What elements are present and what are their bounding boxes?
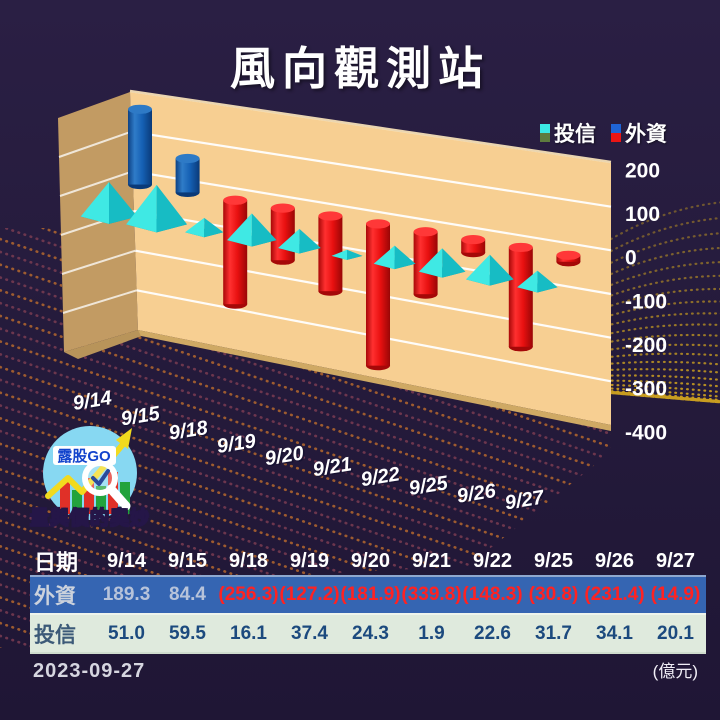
table-cell: 189.3	[102, 584, 151, 605]
y-tick-label: -200	[625, 334, 667, 357]
table-cell: 9/26	[595, 549, 634, 572]
grid-line	[58, 130, 132, 158]
table-cell: 9/18	[229, 549, 268, 572]
foreign-bar-9/25	[461, 234, 486, 258]
foreign-bar-9/18	[223, 195, 248, 309]
table-row-foreign: 外資 189.3 84.4 (256.3) (127.2) (181.9) (339.8)(…	[30, 575, 706, 613]
grid-line	[61, 249, 136, 275]
logo-brand-plate: 露股GO	[53, 446, 116, 465]
grid-line	[131, 130, 612, 208]
arc-fan-pattern	[604, 201, 720, 404]
legend: 投信 外資	[540, 118, 667, 148]
logo-brand-text: 露股GO	[57, 447, 111, 465]
table-cell: 9/20	[351, 549, 390, 572]
legend-item-trust: 投信	[540, 118, 596, 148]
wall-bottom-edge	[138, 330, 611, 431]
y-axis-labels: 200 100 0 -100 -200 -300 -400	[625, 159, 667, 444]
footer-date: 2023-09-27	[33, 660, 146, 682]
trust-marker-9/20	[278, 228, 321, 254]
foreign-bar-9/21	[366, 219, 390, 371]
table-cell: 9/21	[412, 549, 451, 572]
table-cell: 84.4	[169, 584, 206, 605]
foreign-bars	[128, 104, 581, 371]
grid-line	[62, 289, 137, 314]
trust-marker-9/27	[517, 270, 558, 293]
table-cell: (30.8)	[528, 584, 579, 605]
y-tick-label: -100	[625, 290, 667, 313]
foreign-bar-9/27	[556, 250, 581, 267]
table-cell: 59.5	[169, 622, 206, 644]
table-cell: 34.1	[596, 622, 633, 644]
logo-tagline: 量與價的奧妙	[30, 508, 151, 530]
y-tick-label: 100	[625, 203, 660, 226]
legend-label-trust: 投信	[554, 123, 596, 146]
table-cell: 16.1	[230, 622, 267, 644]
table-cell: (256.3)	[218, 584, 279, 605]
table-cell: 22.6	[474, 622, 511, 644]
foreign-bar-9/14	[128, 104, 152, 190]
table-cell: (148.3)	[462, 584, 523, 605]
trust-marker-9/25	[418, 248, 466, 278]
trust-marker-9/15	[126, 184, 188, 233]
table-cell: (14.9)	[650, 584, 701, 605]
trust-marker-9/18	[185, 217, 224, 238]
chart-floor-wedge	[64, 330, 150, 359]
y-tick-label: -300	[625, 378, 667, 401]
trust-markers	[80, 181, 558, 293]
date-labels: 9/149/149/159/159/189/189/199/19 9/209/20…	[71, 387, 547, 516]
legend-item-foreign: 外資	[611, 118, 667, 148]
logo-magnifier-icon	[82, 460, 131, 511]
table-cell: 31.7	[535, 622, 572, 644]
table-cell: 9/27	[656, 549, 695, 572]
table-cell: 9/25	[534, 549, 573, 572]
brand-logo-graphic: 露股GO	[43, 426, 137, 520]
data-table: 日期 9/14 9/15 9/18 9/19 9/20 9/21 9/22 9/25 9/26 9/…	[30, 545, 706, 654]
table-cell: 37.4	[291, 622, 328, 644]
trust-marker-9/26	[465, 254, 514, 286]
table-cell: (339.8)	[401, 584, 462, 605]
table-cell: 9/22	[473, 549, 512, 572]
grid-line	[132, 170, 612, 252]
brand-logo: 露股GO	[34, 420, 148, 522]
page-title: 風向觀測站	[229, 43, 490, 94]
table-cell: (181.9)	[340, 584, 401, 605]
table-cell: (127.2)	[279, 584, 340, 605]
table-row-dates: 日期 9/14 9/15 9/18 9/19 9/20 9/21 9/22 9/25 9/26 9/…	[30, 545, 706, 576]
table-cell: 9/15	[168, 549, 207, 572]
foreign-bar-9/19	[270, 203, 295, 265]
foreign-bar-9/26	[508, 242, 533, 352]
trust-marker-9/21	[331, 249, 363, 260]
row-header-trust: 投信	[34, 623, 76, 647]
trust-swatch-icon	[540, 124, 550, 142]
table-cell: 1.9	[418, 622, 445, 644]
foreign-bar-9/15	[175, 153, 200, 198]
grid-line	[59, 170, 133, 197]
trust-marker-9/22	[373, 245, 416, 270]
row-header-date: 日期	[34, 550, 79, 575]
y-tick-label: -400	[625, 421, 667, 444]
table-cell: 20.1	[657, 622, 694, 644]
table-row-trust: 投信 51.0 59.5 16.1 37.4 24.3 1.9 22.6 31.7 34.1 20.…	[30, 613, 706, 654]
y-tick-label: 200	[625, 159, 660, 182]
table-cell: 51.0	[108, 622, 145, 644]
wall-top-edge	[129, 89, 612, 164]
legend-label-foreign: 外資	[625, 123, 667, 146]
unit-label: (億元)	[652, 662, 698, 681]
y-tick-label: 0	[625, 247, 637, 270]
table-cell: (231.4)	[584, 584, 645, 605]
table-cell: 9/19	[290, 549, 329, 572]
trust-marker-9/19	[227, 213, 277, 247]
row-header-foreign: 外資	[34, 585, 76, 608]
table-cell: 24.3	[352, 622, 389, 644]
table-cell: 9/14	[107, 549, 146, 572]
trust-marker-9/14	[80, 181, 138, 224]
foreign-swatch-icon	[611, 124, 621, 142]
